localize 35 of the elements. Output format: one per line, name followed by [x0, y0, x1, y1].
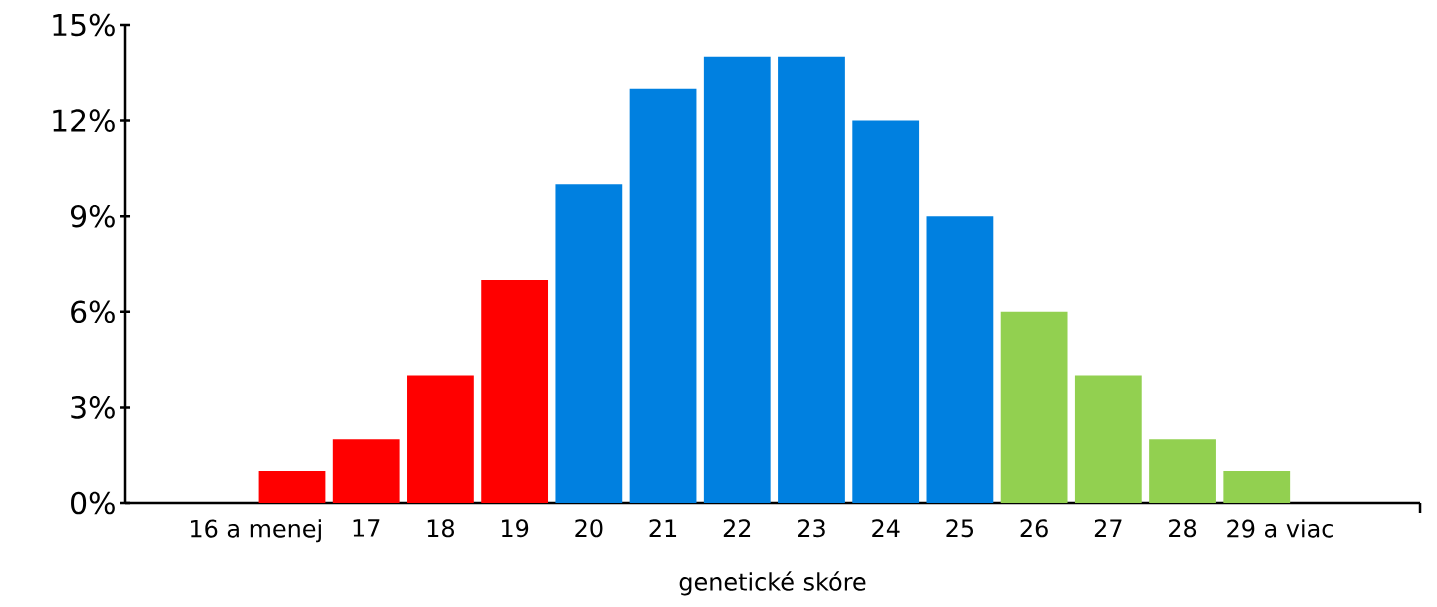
y-tick-label: 3%: [71, 396, 115, 419]
bar: [1223, 471, 1291, 503]
x-tick-label: 27: [1094, 519, 1122, 537]
x-tick-label: 18: [427, 519, 454, 538]
x-tick-label: 23: [798, 519, 825, 538]
x-tick-label: 25: [946, 519, 974, 538]
bar: [703, 56, 771, 503]
x-axis-title: genetické skóre: [679, 571, 866, 596]
x-tick-label: 21: [649, 519, 677, 537]
bar: [852, 120, 920, 503]
x-tick-label: 19: [502, 519, 529, 538]
x-tick-label: 24: [872, 519, 900, 537]
bar: [481, 279, 549, 503]
bar: [555, 184, 623, 503]
x-tick-label: 17: [353, 519, 380, 537]
y-tick-label: 15%: [53, 13, 115, 37]
bar: [778, 56, 845, 503]
x-tick-label: 20: [575, 519, 603, 538]
bar: [1074, 375, 1142, 503]
bar: [1149, 439, 1216, 503]
bar: [629, 88, 697, 503]
y-tick-label: 9%: [70, 204, 115, 228]
bar: [1000, 311, 1068, 503]
y-tick-label: 0%: [71, 491, 115, 515]
x-tick-label: 26: [1020, 519, 1048, 538]
bar: [258, 471, 326, 503]
x-tick-label: 22: [723, 519, 751, 537]
bar: [926, 216, 994, 503]
bar: [407, 375, 474, 503]
bar: [332, 439, 400, 503]
y-tick-label: 6%: [71, 300, 115, 324]
x-tick-label: 29 a viac: [1227, 519, 1333, 538]
x-tick-label: 28: [1169, 519, 1197, 538]
y-tick-label: 12%: [53, 109, 115, 132]
x-tick-label: 16 a menej: [191, 519, 321, 543]
